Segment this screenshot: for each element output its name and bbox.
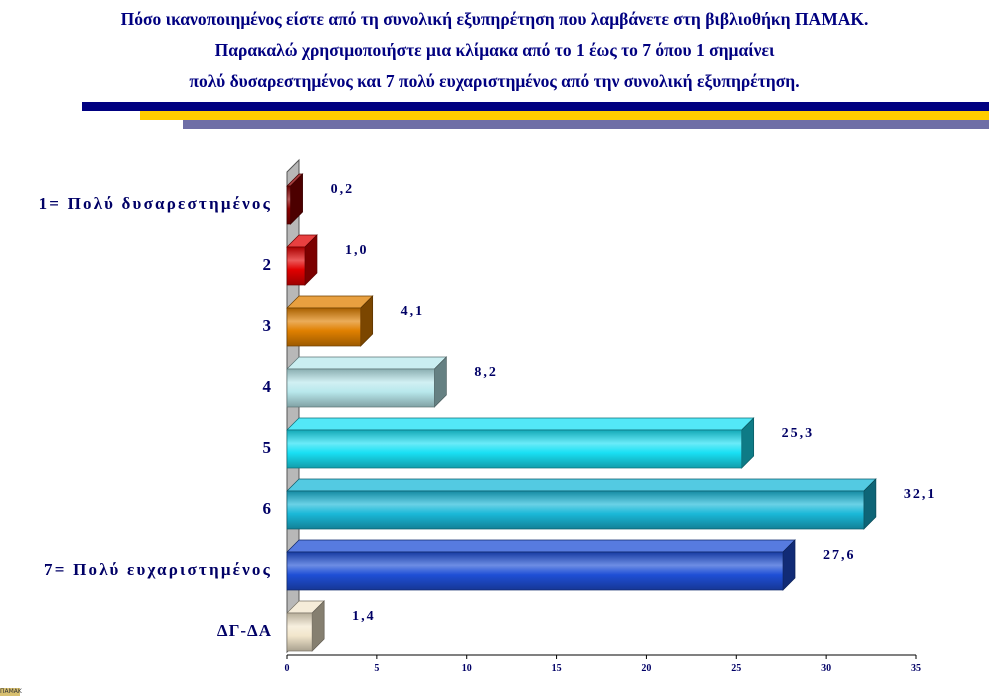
data-label: 1,0 — [345, 243, 369, 258]
bar-top-face — [286, 356, 448, 370]
bar-top-face — [286, 417, 755, 431]
decorative-line-navy — [82, 102, 989, 111]
x-tick-label: 30 — [821, 663, 831, 674]
category-label: 5 — [263, 438, 273, 457]
data-label: 0,2 — [331, 182, 355, 197]
bar — [286, 490, 865, 530]
decorative-line-grey — [183, 120, 989, 129]
category-label: 3 — [263, 316, 273, 335]
x-tick-label: 20 — [641, 663, 651, 674]
category-label: 7= Πολύ ευχαριστημένος — [44, 560, 272, 579]
x-tick-label: 35 — [911, 663, 921, 674]
x-tick-label: 15 — [552, 663, 562, 674]
bar — [286, 612, 313, 652]
title-line-1: Πόσο ικανοποιημένος είστε από τη συνολικ… — [120, 9, 869, 29]
x-tick-label: 25 — [731, 663, 741, 674]
bar — [286, 307, 362, 347]
x-tick-label: 5 — [374, 663, 379, 674]
title-line-3: πολύ δυσαρεστημένος και 7 πολύ ευχαριστη… — [189, 71, 800, 91]
category-label: ΔΓ-ΔΑ — [217, 621, 272, 640]
data-label: 32,1 — [904, 487, 937, 502]
bar-top-face — [286, 539, 796, 553]
bar — [286, 368, 435, 408]
category-label: 2 — [263, 255, 273, 274]
bar — [286, 429, 743, 469]
data-label: 4,1 — [401, 304, 425, 319]
x-tick-label: 10 — [462, 663, 472, 674]
corner-logo: ΠΑΜΑΚ — [0, 688, 22, 696]
decorative-line-yellow — [140, 111, 989, 120]
title-line-2: Παρακαλώ χρησιμοποιήστε μια κλίμακα από … — [214, 40, 775, 60]
bar — [286, 246, 306, 286]
data-label: 27,6 — [823, 548, 856, 563]
x-tick-label: 0 — [285, 663, 290, 674]
chart-title: Πόσο ικανοποιημένος είστε από τη συνολικ… — [0, 4, 989, 97]
data-label: 25,3 — [782, 426, 815, 441]
bar-top-face — [286, 478, 877, 492]
bar — [286, 551, 784, 591]
category-label: 6 — [263, 499, 273, 518]
data-label: 8,2 — [474, 365, 498, 380]
bar — [286, 185, 291, 225]
category-label: 1= Πολύ δυσαρεστημένος — [39, 194, 272, 213]
bar-top-face — [286, 295, 374, 309]
category-label: 4 — [263, 377, 273, 396]
data-label: 1,4 — [352, 609, 376, 624]
